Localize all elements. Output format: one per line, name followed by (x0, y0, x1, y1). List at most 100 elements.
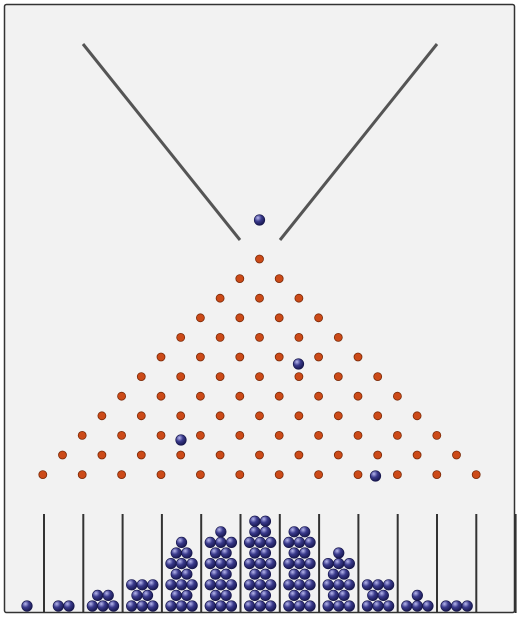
stacked-ball (451, 600, 463, 612)
stacked-ball (243, 600, 256, 612)
stacked-ball (204, 579, 216, 591)
stacked-ball (63, 600, 75, 612)
peg (274, 313, 284, 323)
stacked-ball (249, 526, 261, 538)
peg (156, 352, 166, 362)
stacked-ball (215, 579, 227, 591)
stacked-ball (411, 589, 423, 602)
peg (136, 450, 146, 460)
peg (156, 391, 166, 401)
peg (117, 470, 126, 480)
stacked-ball (327, 568, 340, 580)
stacked-ball (204, 536, 216, 549)
stacked-ball (333, 579, 345, 591)
peg (117, 430, 126, 440)
peg (333, 411, 343, 421)
stacked-ball (333, 600, 345, 612)
stacked-ball (175, 536, 188, 549)
peg (294, 372, 304, 382)
stacked-ball (209, 589, 222, 602)
stacked-ball (215, 526, 227, 538)
stacked-ball (333, 547, 345, 559)
peg (392, 391, 402, 401)
stacked-ball (107, 600, 120, 612)
falling-balls (175, 214, 382, 482)
peg (412, 450, 422, 460)
peg (235, 430, 245, 440)
peg (117, 391, 126, 401)
stacked-ball (327, 589, 340, 602)
stacked-balls (21, 515, 473, 612)
stacked-ball (243, 557, 256, 570)
peg (136, 411, 146, 421)
falling-ball (369, 470, 382, 482)
stacked-ball (175, 600, 188, 612)
stacked-ball (225, 536, 238, 549)
stacked-ball (165, 579, 177, 591)
stacked-ball (254, 557, 266, 570)
peg (195, 391, 205, 401)
stacked-ball (215, 536, 227, 549)
stacked-ball (131, 589, 143, 602)
peg (215, 332, 225, 342)
stacked-ball (136, 600, 148, 612)
peg (255, 293, 264, 303)
stacked-ball (181, 568, 193, 580)
peg (274, 470, 284, 480)
stacked-ball (259, 515, 272, 527)
peg-grid (38, 254, 481, 480)
peg (235, 274, 245, 284)
peg (353, 352, 363, 362)
stacked-ball (92, 589, 104, 602)
stacked-ball (343, 600, 355, 612)
stacked-ball (333, 557, 345, 570)
stacked-ball (249, 568, 261, 580)
stacked-ball (243, 536, 256, 549)
stacked-ball (299, 526, 311, 538)
stacked-ball (259, 568, 272, 580)
stacked-ball (170, 568, 182, 580)
peg (294, 293, 304, 303)
peg (255, 411, 264, 421)
stacked-ball (304, 579, 316, 591)
stacked-ball (283, 557, 295, 570)
peg (156, 430, 166, 440)
stacked-ball (175, 579, 188, 591)
stacked-ball (372, 600, 384, 612)
peg (136, 372, 146, 382)
peg (274, 274, 284, 284)
peg (195, 430, 205, 440)
funnel (81, 43, 439, 241)
stacked-ball (265, 557, 277, 570)
stacked-ball (181, 589, 193, 602)
peg (274, 352, 284, 362)
peg (215, 450, 225, 460)
stacked-ball (126, 600, 138, 612)
stacked-ball (141, 589, 154, 602)
peg (215, 372, 225, 382)
stacked-ball (254, 600, 266, 612)
peg (432, 470, 442, 480)
stacked-ball (86, 600, 98, 612)
stacked-ball (249, 515, 261, 527)
stacked-ball (361, 600, 374, 612)
stacked-ball (288, 526, 300, 538)
stacked-ball (254, 579, 266, 591)
stacked-ball (338, 589, 350, 602)
peg (333, 372, 343, 382)
peg (255, 254, 264, 264)
peg (452, 450, 461, 460)
stacked-ball (343, 557, 355, 570)
stacked-ball (175, 557, 188, 570)
stacked-ball (225, 557, 238, 570)
peg (373, 450, 383, 460)
stacked-ball (288, 547, 300, 559)
stacked-ball (304, 536, 316, 549)
stacked-ball (186, 579, 198, 591)
stacked-ball (299, 568, 311, 580)
stacked-ball (215, 557, 227, 570)
stacked-ball (322, 557, 334, 570)
stacked-ball (293, 536, 306, 549)
stacked-ball (259, 547, 272, 559)
